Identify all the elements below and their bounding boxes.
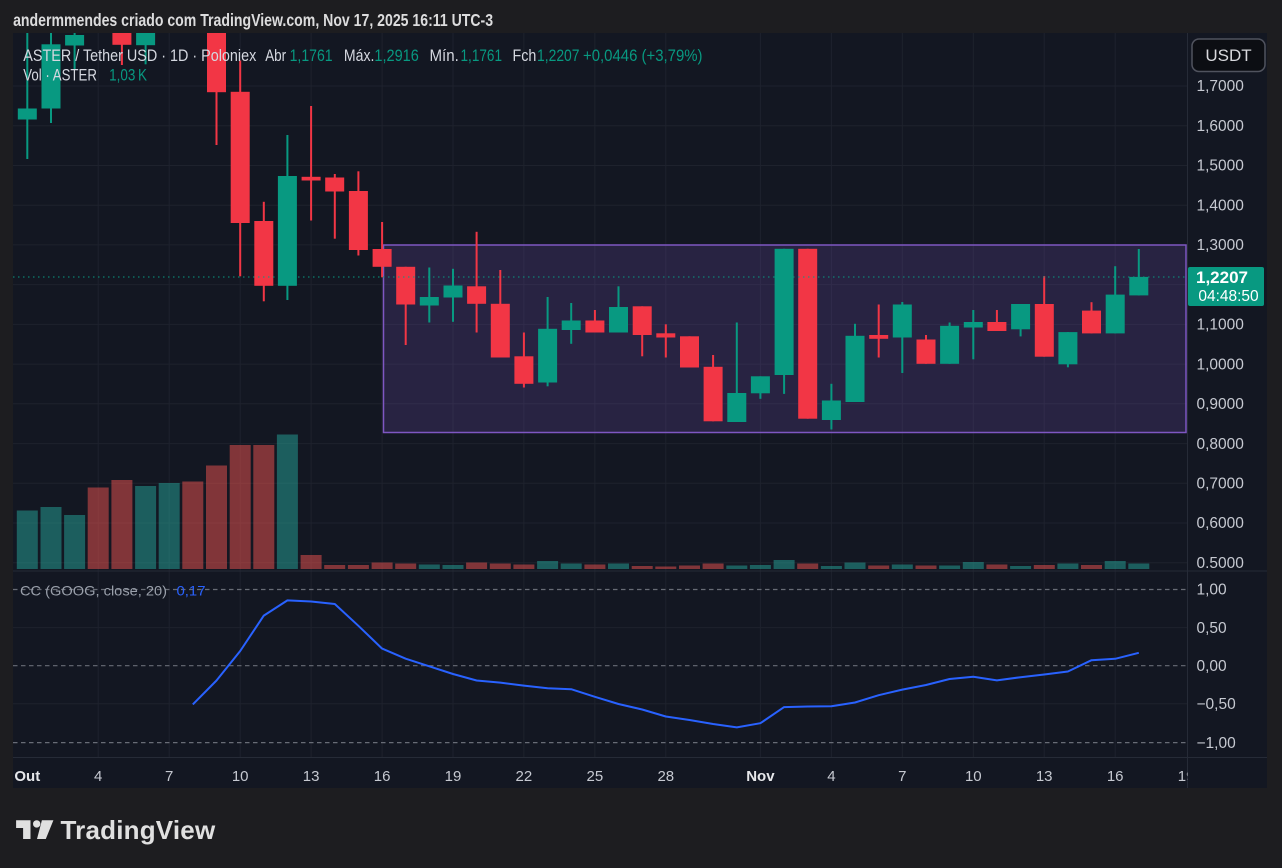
svg-text:13: 13 (1036, 768, 1053, 785)
svg-text:1,7000: 1,7000 (1197, 78, 1245, 95)
svg-text:Vol · ASTER: Vol · ASTER (23, 65, 97, 84)
svg-text:1,1000: 1,1000 (1197, 317, 1245, 334)
svg-text:10: 10 (965, 768, 982, 785)
svg-text:andermmendes criado com Tradin: andermmendes criado com TradingView.com,… (13, 10, 493, 30)
svg-text:19: 19 (445, 768, 462, 785)
svg-text:TradingView: TradingView (61, 815, 216, 845)
svg-text:10: 10 (232, 768, 249, 785)
svg-text:0.5000: 0.5000 (1197, 555, 1245, 572)
svg-text:Out: Out (14, 768, 40, 785)
svg-text:0,6000: 0,6000 (1197, 515, 1245, 532)
svg-text:CC (GOOG, close, 20): CC (GOOG, close, 20) (20, 582, 167, 598)
svg-text:−1,00: −1,00 (1197, 735, 1237, 752)
svg-text:Mín.: Mín. (430, 46, 459, 65)
svg-text:28: 28 (657, 768, 674, 785)
svg-text:04:48:50: 04:48:50 (1198, 288, 1259, 305)
svg-text:25: 25 (587, 768, 604, 785)
svg-text:4: 4 (94, 768, 102, 785)
svg-text:16: 16 (1107, 768, 1124, 785)
svg-text:7: 7 (898, 768, 906, 785)
svg-text:1,1761: 1,1761 (290, 46, 333, 65)
svg-text:Máx.: Máx. (344, 46, 375, 65)
svg-text:1,03 K: 1,03 K (109, 65, 147, 84)
svg-text:+0,0446 (+3,79%): +0,0446 (+3,79%) (583, 46, 703, 65)
svg-text:0,9000: 0,9000 (1197, 396, 1245, 413)
svg-text:1,6000: 1,6000 (1197, 118, 1245, 135)
svg-text:22: 22 (516, 768, 533, 785)
svg-text:13: 13 (303, 768, 320, 785)
svg-text:1,2916: 1,2916 (374, 46, 418, 65)
svg-text:ASTER / Tether USD · 1D · Polo: ASTER / Tether USD · 1D · Poloniex (23, 46, 256, 65)
svg-text:16: 16 (374, 768, 391, 785)
svg-text:0,50: 0,50 (1197, 620, 1228, 637)
svg-text:19: 19 (1178, 768, 1195, 785)
svg-text:1,4000: 1,4000 (1197, 197, 1245, 214)
svg-text:0,8000: 0,8000 (1197, 436, 1245, 453)
svg-text:Fch: Fch (513, 46, 537, 65)
svg-text:Nov: Nov (746, 768, 775, 785)
svg-text:0,00: 0,00 (1197, 658, 1228, 675)
svg-text:1,3000: 1,3000 (1197, 237, 1245, 254)
svg-text:Abr: Abr (265, 46, 286, 65)
svg-text:4: 4 (827, 768, 835, 785)
svg-text:7: 7 (165, 768, 173, 785)
svg-text:1,2207: 1,2207 (1196, 268, 1248, 287)
svg-text:1,00: 1,00 (1197, 582, 1228, 599)
svg-text:1,5000: 1,5000 (1197, 158, 1245, 175)
svg-text:1,0000: 1,0000 (1197, 356, 1245, 373)
svg-text:1,1761: 1,1761 (461, 46, 503, 65)
svg-text:USDT: USDT (1205, 46, 1251, 65)
svg-text:−0,50: −0,50 (1197, 696, 1237, 713)
svg-text:0,17: 0,17 (177, 582, 206, 598)
svg-text:0,7000: 0,7000 (1197, 476, 1245, 493)
svg-text:1,2207: 1,2207 (537, 46, 580, 65)
